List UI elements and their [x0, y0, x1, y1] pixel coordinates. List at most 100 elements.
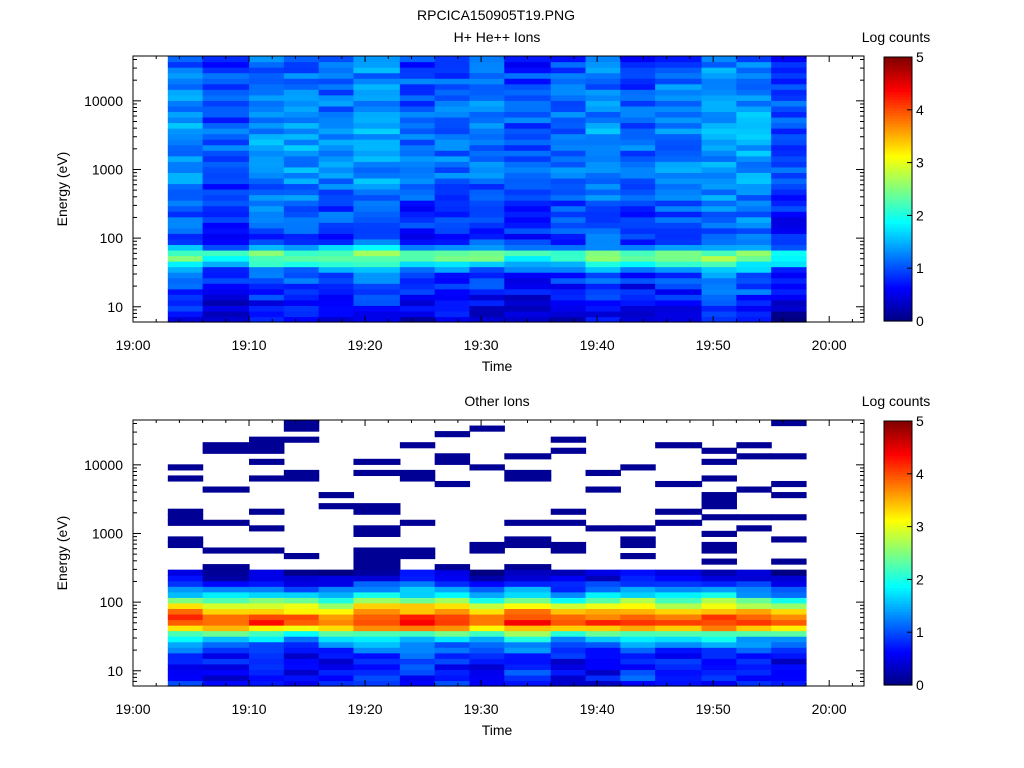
heatmap-cell	[167, 575, 204, 582]
heatmap-cell	[202, 189, 250, 196]
heatmap-cell	[655, 166, 703, 173]
heatmap-cell	[550, 680, 587, 687]
heatmap-cell	[167, 591, 204, 598]
heatmap-cell	[167, 514, 204, 521]
heatmap-cell	[701, 630, 737, 637]
heatmap-cell	[655, 294, 703, 301]
heatmap-cell	[655, 508, 703, 515]
heatmap-cell	[167, 569, 204, 576]
heatmap-cell	[469, 122, 505, 129]
heatmap-cell	[655, 636, 703, 643]
heatmap-cell	[318, 100, 355, 107]
colorbar-segment	[884, 452, 912, 456]
colorbar-segment	[884, 57, 912, 61]
heatmap-cell	[202, 641, 250, 648]
heatmap-cell	[701, 211, 737, 218]
colorbar-segment	[884, 508, 912, 512]
heatmap-cell	[701, 67, 737, 74]
heatmap-cell	[167, 272, 204, 279]
heatmap-cell	[701, 100, 737, 107]
heatmap-cell	[504, 569, 552, 576]
heatmap-cell	[469, 222, 505, 229]
heatmap-cell	[504, 586, 552, 593]
heatmap-cell	[620, 94, 656, 101]
heatmap-cell	[249, 144, 285, 151]
y-axis-label: Energy (eV)	[54, 516, 70, 591]
heatmap-cell	[353, 94, 401, 101]
heatmap-cell	[353, 288, 401, 295]
heatmap-cell	[202, 211, 250, 218]
heatmap-cell	[399, 172, 436, 179]
x-tick-label: 19:50	[696, 701, 731, 717]
heatmap-cell	[620, 255, 656, 262]
heatmap-cell	[655, 111, 703, 118]
heatmap-cell	[318, 205, 355, 212]
heatmap-cell	[585, 630, 621, 637]
heatmap-cell	[550, 652, 587, 659]
heatmap-cell	[249, 283, 285, 290]
heatmap-cell	[655, 680, 703, 687]
heatmap-cell	[469, 150, 505, 157]
heatmap-cell	[167, 625, 204, 632]
x-tick-label: 20:00	[812, 337, 847, 353]
heatmap-cell	[655, 261, 703, 268]
heatmap-cell	[736, 177, 772, 185]
heatmap-cell	[353, 663, 401, 670]
heatmap-cell	[771, 674, 807, 682]
heatmap-cell	[283, 647, 320, 654]
heatmap-cell	[202, 238, 250, 246]
heatmap-cell	[167, 299, 204, 306]
heatmap-cell	[504, 161, 552, 168]
colorbar-segment	[884, 289, 912, 293]
plot-frame	[132, 55, 865, 323]
heatmap-cell	[620, 72, 656, 79]
heatmap-cell	[736, 133, 772, 140]
heatmap-cell	[167, 205, 204, 212]
heatmap-cell	[399, 238, 436, 246]
colorbar-segment	[884, 479, 912, 483]
heatmap-cell	[701, 647, 737, 654]
colorbar-segment	[884, 159, 912, 164]
heatmap-cell	[655, 116, 703, 124]
heatmap-cell	[469, 216, 505, 223]
heatmap-cell	[353, 255, 401, 262]
heatmap-cell	[318, 625, 355, 632]
colorbar-segment	[884, 624, 912, 628]
heatmap-cell	[283, 200, 320, 207]
heatmap-cell	[620, 222, 656, 229]
y-tick-label: 10	[107, 663, 123, 679]
heatmap-cell	[283, 469, 320, 477]
heatmap-cell	[771, 619, 807, 626]
colorbar-segment	[884, 584, 912, 588]
heatmap-cell	[736, 525, 772, 532]
colorbar-segment	[884, 194, 912, 198]
heatmap-cell	[550, 249, 587, 257]
heatmap-cell	[620, 613, 656, 621]
heatmap-cell	[550, 194, 587, 201]
heatmap-cell	[283, 602, 320, 610]
heatmap-cell	[469, 580, 505, 587]
colorbar-segment	[884, 444, 912, 448]
heatmap-cell	[736, 144, 772, 151]
heatmap-cell	[504, 116, 552, 124]
heatmap-cell	[550, 508, 587, 515]
heatmap-cell	[550, 83, 587, 90]
panel-title: H+ He++ Ions	[454, 29, 541, 45]
heatmap-cell	[399, 641, 436, 648]
heatmap-cell	[504, 475, 552, 482]
heatmap-cell	[550, 233, 587, 240]
heatmap-cell	[283, 166, 320, 173]
heatmap-cell	[736, 514, 772, 521]
heatmap-cell	[399, 575, 436, 582]
heatmap-cell	[771, 591, 807, 598]
colorbar-segment	[884, 204, 912, 209]
heatmap-cell	[353, 458, 401, 465]
heatmap-cell	[283, 216, 320, 223]
heatmap-cell	[655, 177, 703, 185]
heatmap-cell	[620, 105, 656, 113]
heatmap-cell	[469, 100, 505, 107]
heatmap-cell	[318, 299, 355, 306]
heatmap-cell	[655, 266, 703, 273]
heatmap-cell	[469, 56, 505, 63]
heatmap-cell	[550, 116, 587, 124]
